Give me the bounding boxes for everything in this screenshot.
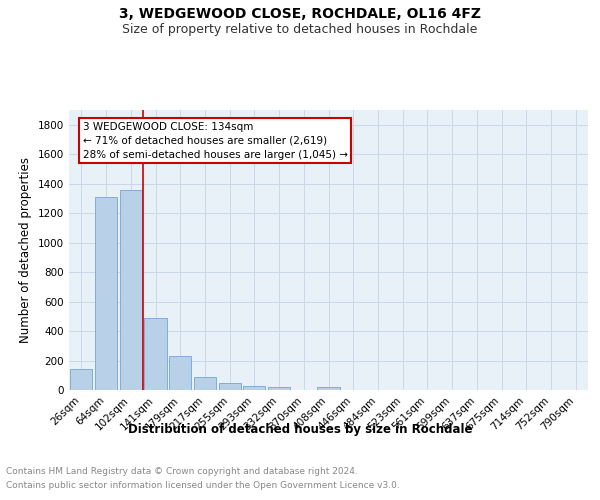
Text: Contains HM Land Registry data © Crown copyright and database right 2024.: Contains HM Land Registry data © Crown c… <box>6 468 358 476</box>
Text: Size of property relative to detached houses in Rochdale: Size of property relative to detached ho… <box>122 22 478 36</box>
Bar <box>70 370 92 390</box>
Y-axis label: Number of detached properties: Number of detached properties <box>19 157 32 343</box>
Bar <box>218 383 241 390</box>
Bar <box>95 197 117 390</box>
Bar <box>317 387 340 390</box>
Bar <box>243 386 265 390</box>
Bar <box>145 318 167 390</box>
Text: Contains public sector information licensed under the Open Government Licence v3: Contains public sector information licen… <box>6 481 400 490</box>
Bar <box>169 356 191 390</box>
Bar <box>119 190 142 390</box>
Text: Distribution of detached houses by size in Rochdale: Distribution of detached houses by size … <box>128 422 472 436</box>
Text: 3 WEDGEWOOD CLOSE: 134sqm
← 71% of detached houses are smaller (2,619)
28% of se: 3 WEDGEWOOD CLOSE: 134sqm ← 71% of detac… <box>83 122 347 160</box>
Bar <box>268 387 290 390</box>
Bar <box>194 376 216 390</box>
Text: 3, WEDGEWOOD CLOSE, ROCHDALE, OL16 4FZ: 3, WEDGEWOOD CLOSE, ROCHDALE, OL16 4FZ <box>119 8 481 22</box>
